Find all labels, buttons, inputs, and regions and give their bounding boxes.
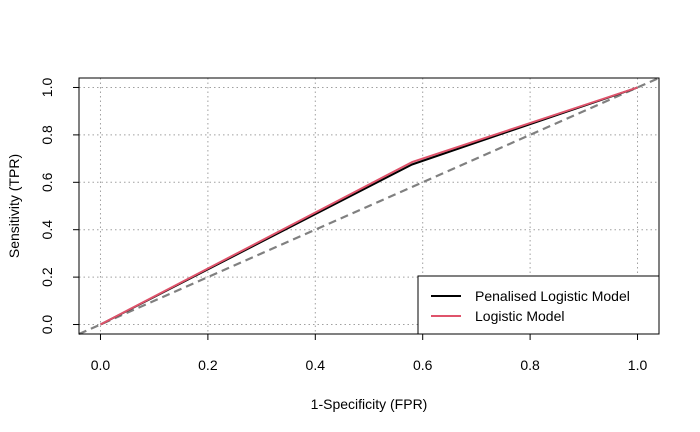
series-group	[100, 86, 638, 326]
x-axis: 0.0 0.2 0.4 0.6 0.8 1.0	[91, 334, 648, 373]
y-axis: 0.0 0.2 0.4 0.6 0.8 1.0	[39, 78, 79, 335]
y-tick-label: 1.0	[39, 78, 55, 98]
y-tick-label: 0.6	[39, 172, 55, 192]
series-line-2	[100, 86, 638, 326]
x-tick-label: 1.0	[628, 357, 648, 373]
x-tick-label: 0.0	[91, 357, 111, 373]
x-tick-label: 0.8	[520, 357, 540, 373]
reference-diagonal	[78, 76, 660, 336]
y-tick-label: 0.2	[39, 267, 55, 287]
y-tick-label: 0.0	[39, 315, 55, 335]
x-tick-label: 0.2	[198, 357, 218, 373]
y-tick-label: 0.8	[39, 125, 55, 145]
legend: Penalised Logistic Model Logistic Model	[417, 275, 660, 335]
legend-label: Logistic Model	[475, 308, 565, 324]
legend-box	[417, 275, 660, 335]
y-tick-label: 0.4	[39, 220, 55, 240]
x-tick-label: 0.6	[413, 357, 433, 373]
reference-line	[78, 76, 660, 336]
plot-frame	[78, 77, 660, 335]
x-tick-label: 0.4	[306, 357, 326, 373]
y-axis-label: Sensitivity (TPR)	[6, 154, 22, 258]
x-axis-label: 1-Specificity (FPR)	[311, 396, 428, 412]
legend-label: Penalised Logistic Model	[475, 288, 630, 304]
